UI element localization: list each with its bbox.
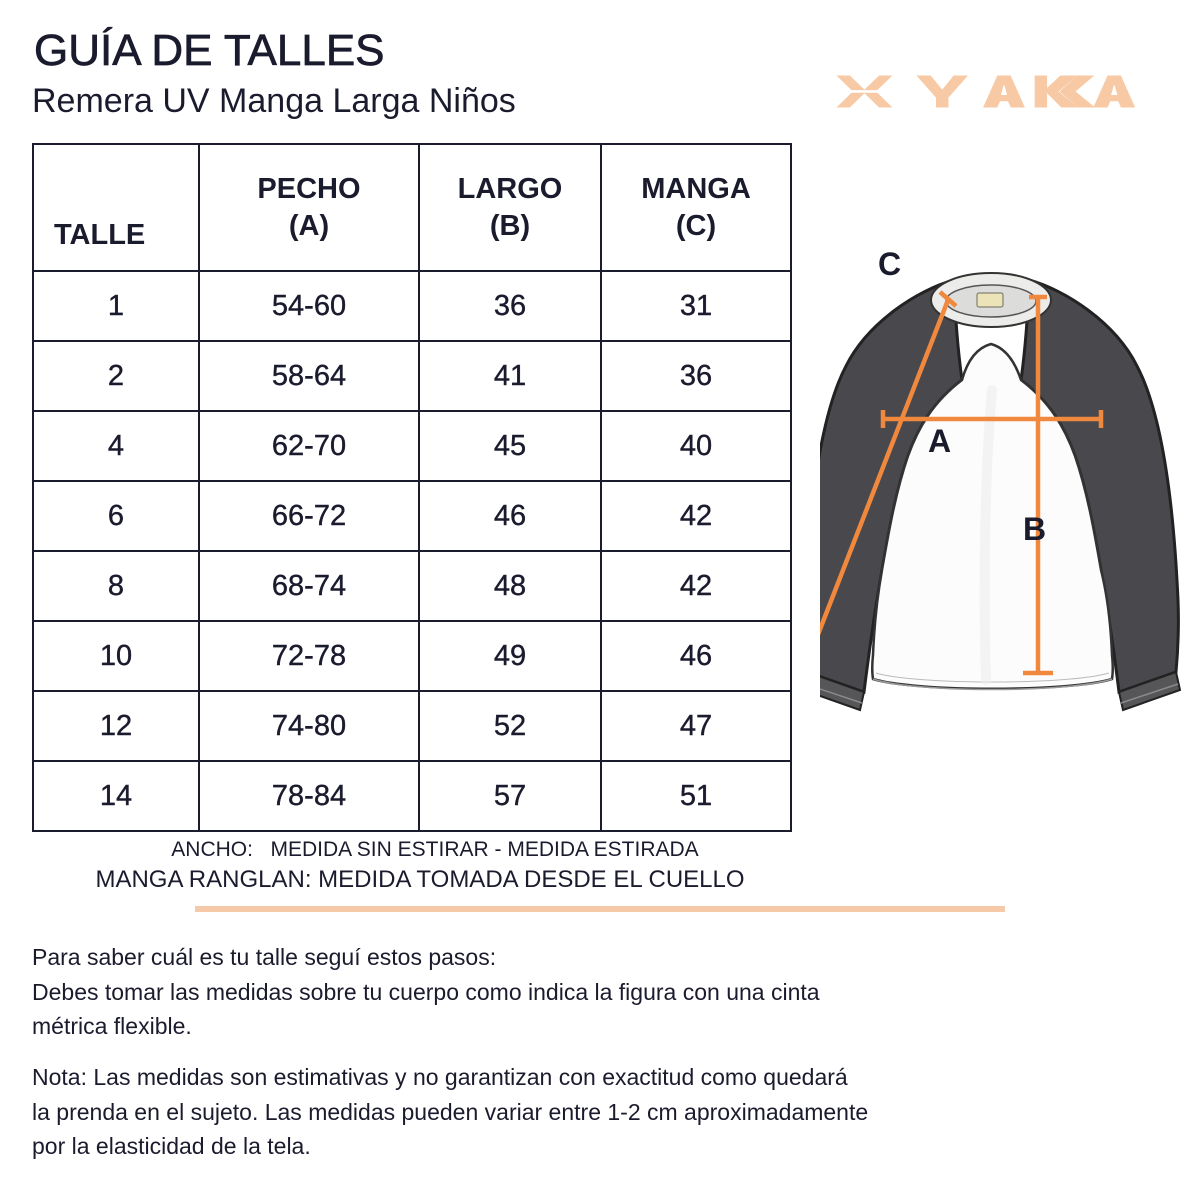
svg-text:A: A	[928, 423, 951, 459]
svg-text:B: B	[1023, 511, 1046, 547]
svg-text:C: C	[878, 246, 901, 282]
